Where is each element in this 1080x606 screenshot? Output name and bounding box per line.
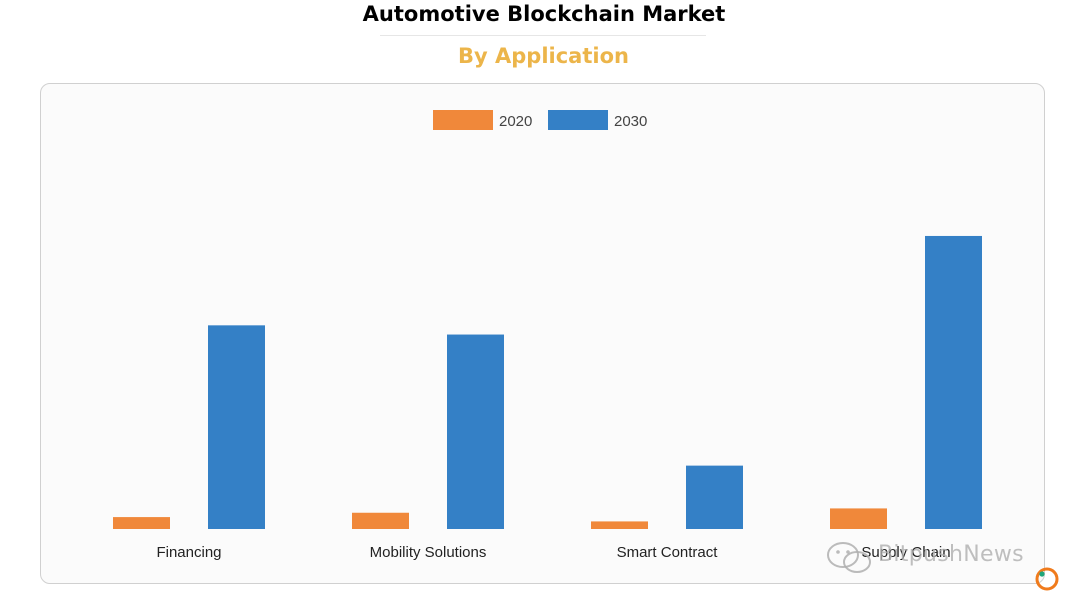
legend-swatch-2030 bbox=[548, 110, 608, 130]
legend-swatch-2020 bbox=[433, 110, 493, 130]
x-tick-label: Supply Chain bbox=[861, 544, 950, 561]
bar-2030-smart-contract[interactable] bbox=[686, 465, 743, 529]
bar-2030-supply-chain[interactable] bbox=[925, 235, 982, 530]
legend: 2020 2030 bbox=[433, 110, 647, 130]
bar-2020-mobility-solutions[interactable] bbox=[352, 512, 409, 529]
wechat-icon bbox=[827, 542, 871, 573]
bars bbox=[113, 235, 982, 530]
x-axis-labels: Financing Mobility Solutions Smart Contrac… bbox=[156, 544, 950, 561]
loading-icon bbox=[1035, 567, 1059, 591]
x-tick-label: Financing bbox=[156, 544, 221, 561]
watermark-text: BitpushNews bbox=[878, 542, 1024, 567]
bar-2020-supply-chain[interactable] bbox=[830, 508, 887, 529]
chart-subtitle: By Application bbox=[458, 44, 629, 68]
x-tick-label: Mobility Solutions bbox=[370, 544, 487, 561]
title-divider bbox=[380, 35, 706, 36]
legend-label-2020: 2020 bbox=[499, 113, 532, 130]
bar-2020-smart-contract[interactable] bbox=[591, 521, 648, 529]
chart-panel bbox=[40, 83, 1045, 584]
bar-2030-financing[interactable] bbox=[208, 325, 265, 529]
bar-2020-financing[interactable] bbox=[113, 517, 170, 529]
legend-label-2030: 2030 bbox=[614, 113, 647, 130]
bar-2030-mobility-solutions[interactable] bbox=[447, 334, 504, 529]
bar-chart: 2020 2030 Financing Mobility Solutions Smar… bbox=[113, 110, 982, 561]
chart-title: Automotive Blockchain Market bbox=[362, 2, 726, 26]
x-tick-label: Smart Contract bbox=[617, 544, 719, 561]
